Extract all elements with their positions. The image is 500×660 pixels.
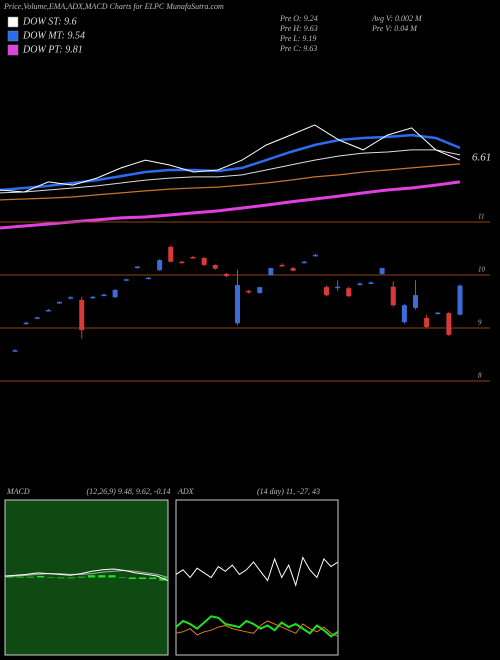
candle-body [357, 283, 363, 285]
y-tick-label: 10 [478, 266, 486, 274]
series-line [0, 124, 461, 193]
candle-body [101, 294, 107, 297]
y-tick-label: 11 [478, 213, 484, 221]
histogram-bar [16, 576, 24, 578]
series-line [0, 149, 461, 194]
candle-body [90, 296, 96, 299]
price-annotation: 6.61 [472, 152, 491, 164]
histogram-bar [67, 577, 75, 579]
candle-body [390, 286, 396, 306]
legend-label: DOW PT: 9.81 [22, 44, 83, 55]
candle-body [413, 295, 418, 308]
candle-body [223, 273, 229, 277]
candle-body [134, 266, 140, 269]
series-line [4, 568, 169, 582]
candle-body [346, 288, 352, 297]
histogram-bar [57, 577, 65, 579]
candle-body [435, 312, 441, 315]
series-line [0, 163, 461, 201]
histogram-bar [88, 575, 96, 578]
histogram-bar [77, 576, 85, 578]
indicator-title: ADX [177, 487, 195, 496]
candle-body [68, 297, 74, 299]
candle-body [12, 350, 18, 352]
series-line [4, 569, 169, 578]
candle-body [157, 260, 163, 271]
candle-body [368, 282, 374, 284]
histogram-bar [6, 576, 14, 578]
candle-body [235, 285, 240, 324]
y-tick-label: 9 [478, 319, 482, 327]
price-info: Pre V: 0.04 M [371, 24, 418, 33]
histogram-bar [47, 577, 55, 578]
legend-swatch [7, 44, 19, 56]
candle-body [279, 264, 285, 267]
candle-body [446, 313, 452, 335]
price-info: Pre H: 9.63 [279, 24, 318, 33]
candle-body [301, 261, 307, 264]
indicator-params: (12,26,9) 9.48, 9.62, -0.14 [87, 487, 171, 496]
histogram-bar [138, 577, 147, 580]
panel-background [175, 499, 339, 656]
candle-body [290, 268, 296, 271]
series-line [175, 615, 339, 638]
candle-body [79, 299, 85, 331]
candle-body [112, 289, 118, 298]
candle-body [201, 258, 207, 265]
candle-body [312, 254, 318, 257]
indicator-title: MACD [6, 487, 30, 496]
legend-label: DOW MT: 9.54 [22, 30, 85, 41]
candle-body [401, 305, 407, 323]
candle-body [212, 264, 218, 269]
legend-label: DOW ST: 9.6 [22, 16, 77, 27]
candle-body [246, 290, 252, 293]
histogram-bar [98, 575, 106, 578]
legend-swatch [7, 30, 19, 42]
series-line [175, 620, 339, 637]
candle-body [179, 261, 185, 264]
candle-body [23, 322, 29, 325]
histogram-bar [149, 577, 157, 580]
candle-body [34, 317, 40, 319]
histogram-bar [108, 575, 116, 578]
candle-body [424, 317, 430, 327]
price-info: Pre O: 9.24 [279, 14, 318, 23]
histogram-bar [118, 577, 126, 578]
candle-body [257, 287, 263, 294]
candle-body [324, 287, 329, 296]
price-info: Avg V: 0.002 M [371, 14, 423, 23]
indicator-params: (14 day) 11, -27, 43 [257, 487, 320, 496]
candle-body [379, 268, 385, 274]
candle-body [268, 268, 274, 275]
candle-body [146, 277, 151, 280]
page-header: Price,Volume,EMA,ADX,MACD Charts for ELP… [3, 2, 224, 11]
candle-body [335, 286, 341, 289]
candle-body [57, 302, 62, 304]
candle-body [45, 309, 51, 312]
histogram-bar [26, 576, 35, 578]
legend-swatch [7, 16, 19, 28]
candle-body [457, 285, 463, 315]
histogram-bar [128, 577, 136, 580]
candle-body [190, 256, 196, 259]
candle-body [168, 246, 174, 262]
series-line [175, 556, 339, 588]
price-info: Pre C: 9.63 [279, 44, 317, 53]
histogram-bar [37, 575, 45, 578]
histogram-bar [159, 577, 167, 581]
candle-body [123, 279, 129, 281]
price-info: Pre L: 9.19 [279, 34, 316, 43]
y-tick-label: 8 [478, 372, 482, 380]
